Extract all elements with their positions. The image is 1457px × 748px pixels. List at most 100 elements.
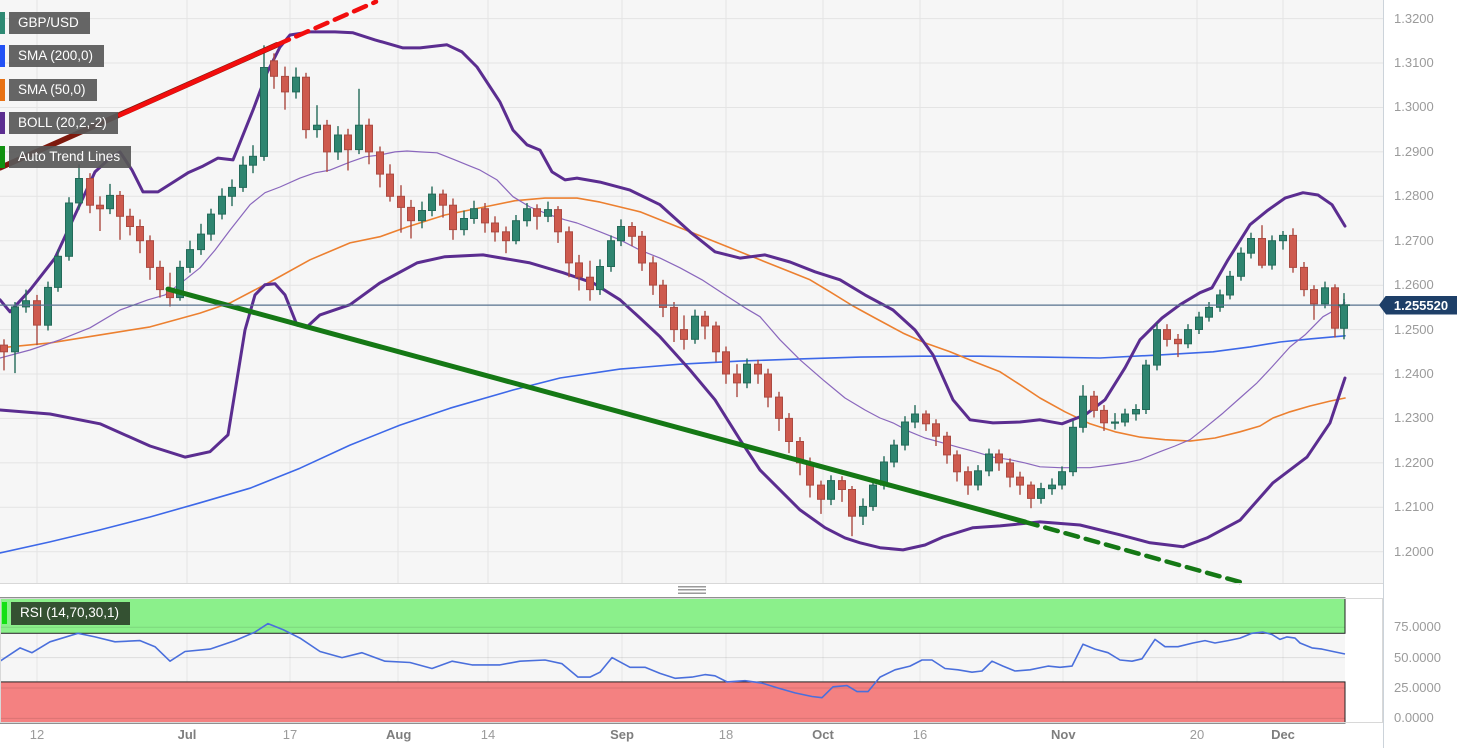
- candle-body: [1121, 413, 1129, 423]
- legend-item-gbp-usd[interactable]: GBP/USD: [0, 12, 90, 34]
- candle-body: [565, 231, 573, 264]
- candle-body: [75, 178, 83, 204]
- candle-body: [481, 208, 489, 224]
- candle-body: [146, 240, 154, 268]
- candle-body: [33, 300, 41, 326]
- candle-body: [1340, 304, 1348, 329]
- legend-color-chip: [0, 12, 5, 34]
- candle-body: [943, 435, 951, 456]
- candle-body: [1163, 329, 1171, 340]
- legend-item-sma-50-0-[interactable]: SMA (50,0): [0, 78, 97, 101]
- boll_lower-line: [0, 253, 1347, 552]
- time-axis-label: 16: [912, 727, 928, 742]
- candle-body: [218, 195, 226, 215]
- candle-body: [407, 206, 415, 222]
- candle-body: [470, 208, 478, 219]
- candle-body: [1006, 462, 1014, 478]
- candle-body: [1100, 409, 1108, 424]
- price-axis-label: 1.2900: [1394, 143, 1434, 159]
- candle-body: [334, 134, 342, 153]
- legend-item-label: SMA (50,0): [9, 78, 97, 101]
- candle-body: [1237, 252, 1245, 277]
- price-axis-label: 1.3200: [1394, 10, 1434, 26]
- rsi-axis-label: 75.0000: [1394, 619, 1441, 635]
- candle-body: [397, 195, 405, 208]
- candle-body: [460, 218, 468, 231]
- candle-body: [207, 213, 215, 235]
- candle-body: [1069, 426, 1077, 473]
- candle-body: [1058, 471, 1066, 486]
- candle-body: [1037, 488, 1045, 499]
- candle-body: [890, 444, 898, 463]
- red-trend-line[interactable]: [117, 42, 280, 118]
- candle-body: [260, 67, 268, 157]
- time-axis-label: 20: [1189, 727, 1205, 742]
- candle-body: [659, 284, 667, 308]
- candle-body: [1205, 306, 1213, 318]
- candle-body: [848, 489, 856, 517]
- pane-resize-handle[interactable]: [678, 586, 706, 594]
- legend-item-sma-200-0-[interactable]: SMA (200,0): [0, 45, 105, 68]
- candle-body: [439, 193, 447, 206]
- candle-body: [428, 193, 436, 212]
- candle-body: [859, 505, 867, 517]
- green-trend-line[interactable]: [165, 286, 1028, 525]
- legend-item-boll-20-2-2-[interactable]: BOLL (20,2,-2): [0, 112, 118, 135]
- candle-body: [1027, 484, 1035, 499]
- time-axis-label: Sep: [610, 727, 634, 742]
- candle-body: [1258, 238, 1266, 266]
- candle-body: [964, 471, 972, 486]
- candle-body: [186, 249, 194, 268]
- candle-body: [743, 363, 751, 384]
- current-price-badge: 1.255520: [1379, 295, 1457, 315]
- price-axis-label: 1.2500: [1394, 321, 1434, 337]
- candle-body: [512, 220, 520, 242]
- candle-body: [691, 315, 699, 340]
- candle-body: [670, 306, 678, 331]
- legend-item-auto-trend-lines[interactable]: Auto Trend Lines: [0, 145, 132, 168]
- boll_mid-line: [0, 150, 1346, 469]
- green-trend-line-projection[interactable]: [1022, 519, 1249, 586]
- candle-body: [54, 255, 62, 288]
- candle-body: [554, 209, 562, 233]
- candle-body: [449, 204, 457, 231]
- candle-body: [733, 373, 741, 384]
- price-axis-label: 1.2100: [1394, 499, 1434, 515]
- candle-body: [586, 276, 594, 291]
- candle-body: [1331, 287, 1339, 329]
- candle-body: [1184, 329, 1192, 345]
- candle-body: [1016, 476, 1024, 486]
- legend-color-chip: [0, 78, 5, 101]
- price-axis-label: 1.3000: [1394, 99, 1434, 115]
- candle-body: [44, 286, 52, 326]
- time-axis-label: 17: [282, 727, 298, 742]
- candle-body: [638, 235, 646, 264]
- candle-body: [313, 124, 321, 131]
- candle-body: [1153, 329, 1161, 366]
- candle-body: [1090, 395, 1098, 411]
- candle-body: [1300, 266, 1308, 291]
- rsi-overbought-zone: [0, 597, 1346, 634]
- candle-body: [1132, 409, 1140, 415]
- candle-body: [785, 417, 793, 442]
- price-axis-label: 1.2200: [1394, 454, 1434, 470]
- boll_upper-line: [0, 30, 1347, 426]
- candle-body: [365, 124, 373, 153]
- candle-body: [911, 413, 919, 423]
- candle-body: [176, 266, 184, 299]
- candle-body: [1111, 421, 1119, 424]
- price-axis-label: 1.3100: [1394, 55, 1434, 71]
- red-trend-line-projection[interactable]: [274, 0, 379, 48]
- candle-body: [386, 173, 394, 197]
- rsi-legend-item[interactable]: RSI (14,70,30,1): [2, 602, 131, 625]
- time-axis-label: 14: [480, 727, 496, 742]
- candle-body: [607, 240, 615, 267]
- candle-body: [239, 164, 247, 188]
- candle-body: [1279, 234, 1287, 242]
- legend-item-label: Auto Trend Lines: [9, 145, 132, 168]
- candle-body: [355, 124, 363, 151]
- candle-body: [869, 484, 877, 507]
- candle-body: [649, 262, 657, 286]
